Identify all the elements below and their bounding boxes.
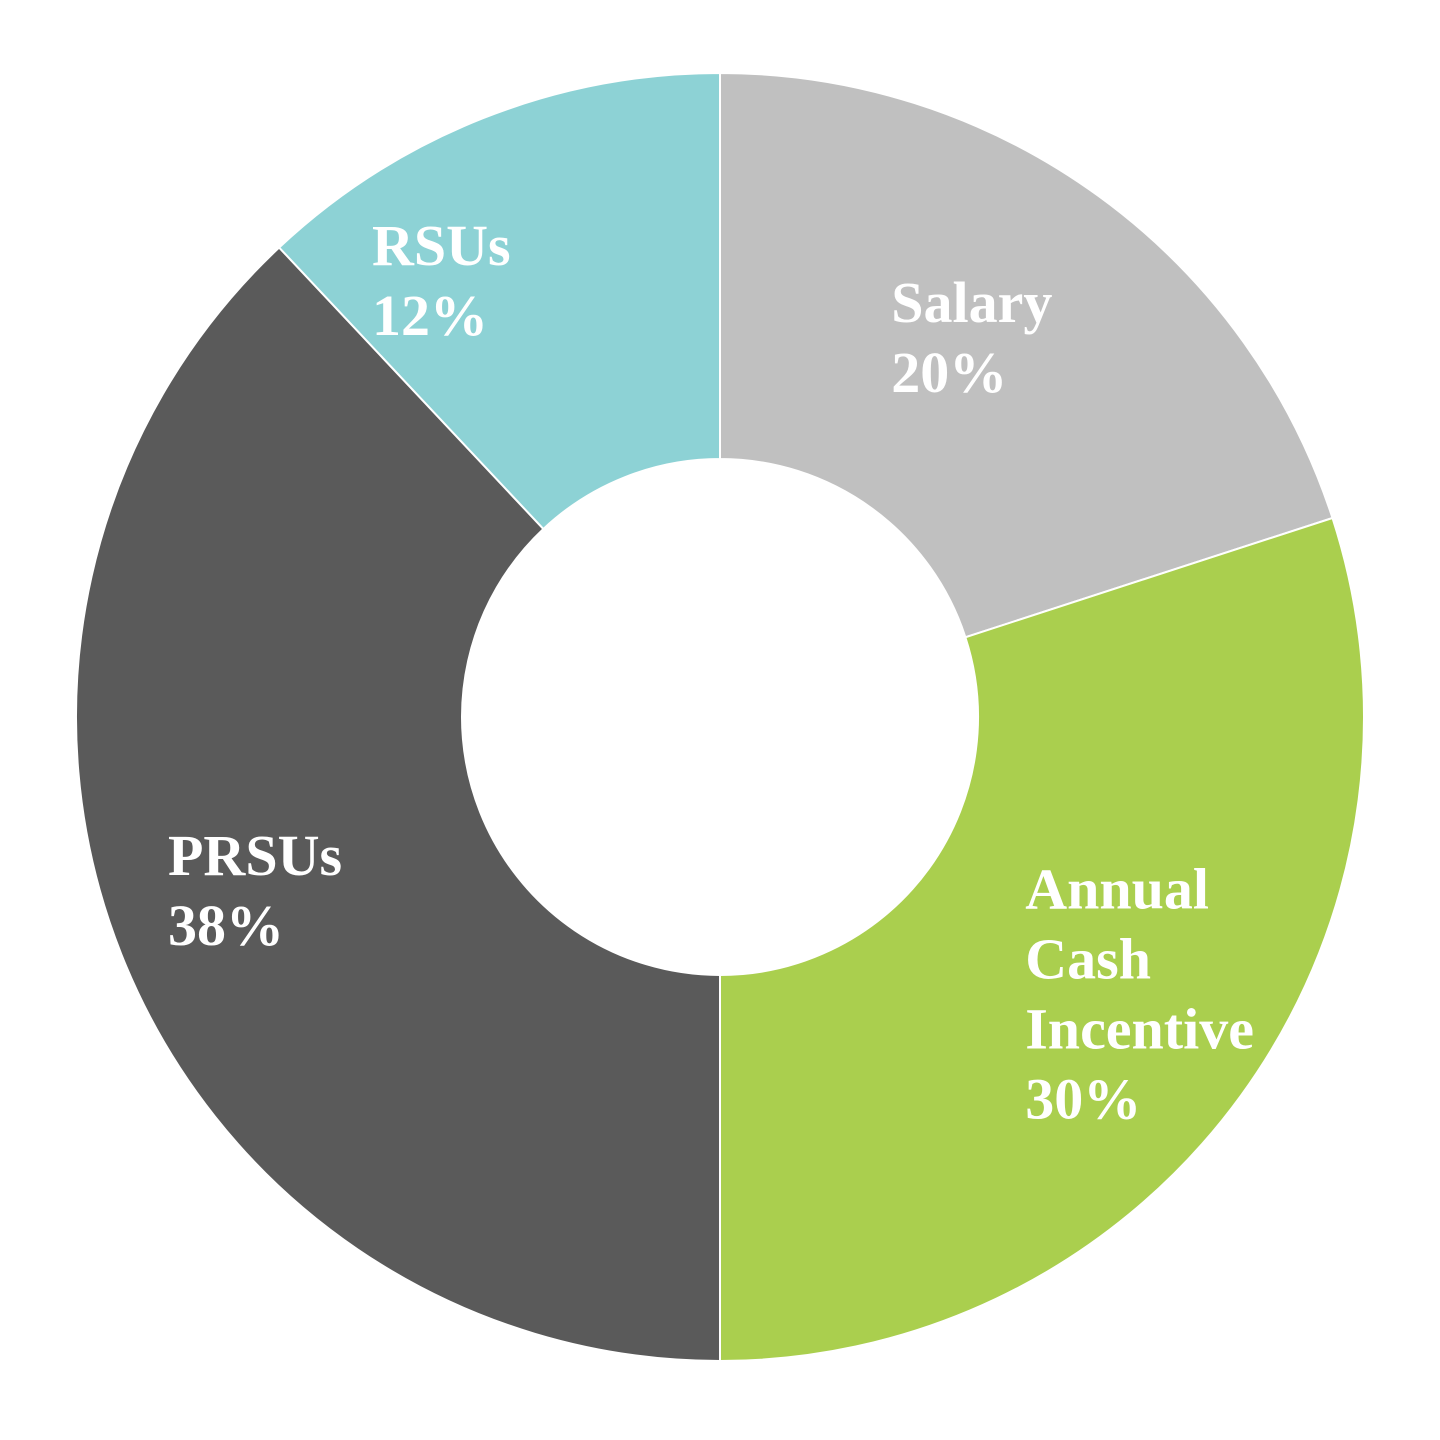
slice-name-line: PRSUs (168, 823, 342, 888)
slice-label-prsus: PRSUs 38% (168, 823, 342, 958)
slice-name-line: Cash (1025, 926, 1151, 991)
donut-slice-salary (719, 71, 1334, 639)
slice-labels: Salary 20% Annual Cash Incentive 30% PRSUs 38% R… (168, 213, 1254, 1131)
slice-value-label: 38% (168, 893, 284, 958)
donut-slice-rsus (277, 71, 721, 531)
donut-slices (75, 71, 1365, 1363)
slice-value-label: 20% (891, 340, 1007, 405)
slice-value-label: 12% (372, 283, 488, 348)
slice-label-rsus: RSUs 12% (372, 213, 511, 348)
slice-name-line: Annual (1025, 856, 1209, 921)
slice-name-line: Salary (891, 270, 1052, 335)
donut-slice-annual-cash-incentive (719, 516, 1365, 1363)
slice-label-annual-cash-incentive: Annual Cash Incentive 30% (1025, 856, 1254, 1131)
slice-name-line: RSUs (372, 213, 511, 278)
donut-slice-prsus (75, 246, 721, 1363)
slice-label-salary: Salary 20% (891, 270, 1052, 405)
slice-name-line: Incentive (1025, 996, 1254, 1061)
slice-value-label: 30% (1025, 1066, 1141, 1131)
